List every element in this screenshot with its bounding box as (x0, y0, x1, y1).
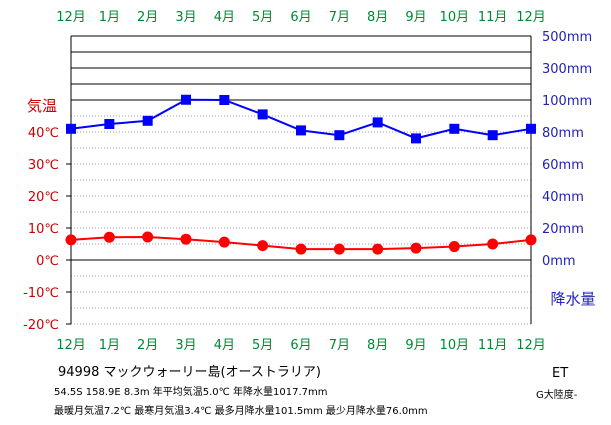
month-label-bottom: 5月 (252, 338, 273, 353)
precipitation-tick-label: 40mm (542, 190, 584, 205)
month-label-bottom: 6月 (290, 338, 311, 353)
precipitation-axis-title: 降水量 (550, 290, 595, 308)
precipitation-point (142, 115, 153, 126)
temperature-tick-label: 10℃ (28, 222, 59, 237)
station-info-line1: 94998 マックウォーリー島(オーストラリア) (58, 365, 321, 380)
precipitation-tick-label: 20mm (542, 222, 584, 237)
month-label-top: 4月 (214, 10, 235, 25)
precipitation-point (372, 117, 383, 128)
precipitation-tick-label: 100mm (542, 94, 592, 109)
precipitation-tick-label: 300mm (542, 62, 592, 77)
month-label-top: 9月 (405, 10, 426, 25)
temperature-tick-label: 40℃ (28, 126, 59, 141)
month-label-top: 2月 (137, 10, 158, 25)
precipitation-series (66, 94, 536, 144)
precipitation-point (181, 94, 191, 105)
precipitation-point (219, 95, 230, 105)
precipitation-point (411, 133, 421, 144)
temperature-point (410, 242, 422, 254)
top-month-labels: 12月 1月 2月 3月 4月 5月 6月 7月 8月 9月 10月 11月 12月 (56, 10, 546, 25)
temperature-point (372, 243, 384, 255)
month-label-top: 8月 (367, 10, 388, 25)
month-label-bottom: 12月 (516, 338, 546, 353)
precipitation-point (104, 119, 115, 129)
temperature-tick-label: 30℃ (28, 158, 59, 173)
month-label-top: 11月 (478, 10, 508, 25)
temperature-point (65, 234, 77, 246)
precipitation-point (334, 130, 345, 141)
precipitation-tick-label: 0mm (542, 254, 576, 269)
precipitation-tick-label: 60mm (542, 158, 584, 173)
month-label-bottom: 1月 (99, 338, 120, 353)
temperature-axis-title: 気温 (27, 97, 57, 115)
temperature-point (487, 238, 499, 250)
month-label-bottom: 4月 (214, 338, 235, 353)
station-info-line3: 最暖月気温7.2℃ 最寒月気温3.4℃ 最多月降水量101.5mm 最少月降水量… (54, 406, 428, 417)
temperature-point (448, 241, 460, 253)
month-label-bottom: 2月 (137, 338, 158, 353)
month-label-top: 1月 (99, 10, 120, 25)
precipitation-point (257, 109, 268, 120)
temperature-axis-ticks: 40℃ 30℃ 20℃ 10℃ 0℃ -10℃ -20℃ (23, 126, 71, 333)
precipitation-tick-label: 500mm (542, 30, 592, 45)
precipitation-point (66, 123, 76, 134)
precipitation-tick-label: 80mm (542, 126, 584, 141)
temperature-tick-label: 20℃ (28, 190, 59, 205)
temperature-point (218, 236, 230, 248)
temperature-point (333, 243, 345, 255)
temperature-series (65, 231, 537, 255)
precipitation-point (296, 125, 306, 136)
month-label-bottom: 9月 (405, 338, 426, 353)
precipitation-axis-ticks: 500mm 300mm 100mm 80mm 60mm 40mm 20mm 0mm (542, 30, 592, 269)
temperature-tick-label: 0℃ (36, 254, 59, 269)
temperature-point (142, 231, 154, 243)
month-label-top: 3月 (175, 10, 196, 25)
precipitation-point (449, 123, 460, 134)
temperature-point (295, 243, 307, 255)
climate-note: G大陸度- (536, 390, 578, 401)
temperature-tick-label: -20℃ (23, 318, 59, 333)
temperature-point (525, 234, 537, 246)
climate-code: ET (552, 366, 569, 381)
temperature-point (103, 231, 115, 243)
month-label-top: 12月 (56, 10, 86, 25)
month-label-top: 7月 (329, 10, 350, 25)
month-label-bottom: 3月 (175, 338, 196, 353)
chart-grid (70, 35, 532, 325)
month-label-bottom: 11月 (478, 338, 508, 353)
month-label-top: 6月 (290, 10, 311, 25)
month-label-bottom: 7月 (329, 338, 350, 353)
month-label-top: 5月 (252, 10, 273, 25)
temperature-point (257, 240, 269, 252)
precipitation-point (526, 123, 536, 134)
month-label-bottom: 8月 (367, 338, 388, 353)
temperature-tick-label: -10℃ (23, 286, 59, 301)
month-label-bottom: 10月 (440, 338, 470, 353)
month-label-top: 10月 (440, 10, 470, 25)
precipitation-point (487, 130, 498, 141)
station-info-line2: 54.5S 158.9E 8.3m 年平均気温5.0℃ 年降水量1017.7mm (54, 387, 328, 398)
temperature-point (180, 233, 192, 245)
bottom-month-labels: 12月 1月 2月 3月 4月 5月 6月 7月 8月 9月 10月 11月 12月 (56, 338, 546, 353)
month-label-top: 12月 (516, 10, 546, 25)
month-label-bottom: 12月 (56, 338, 86, 353)
